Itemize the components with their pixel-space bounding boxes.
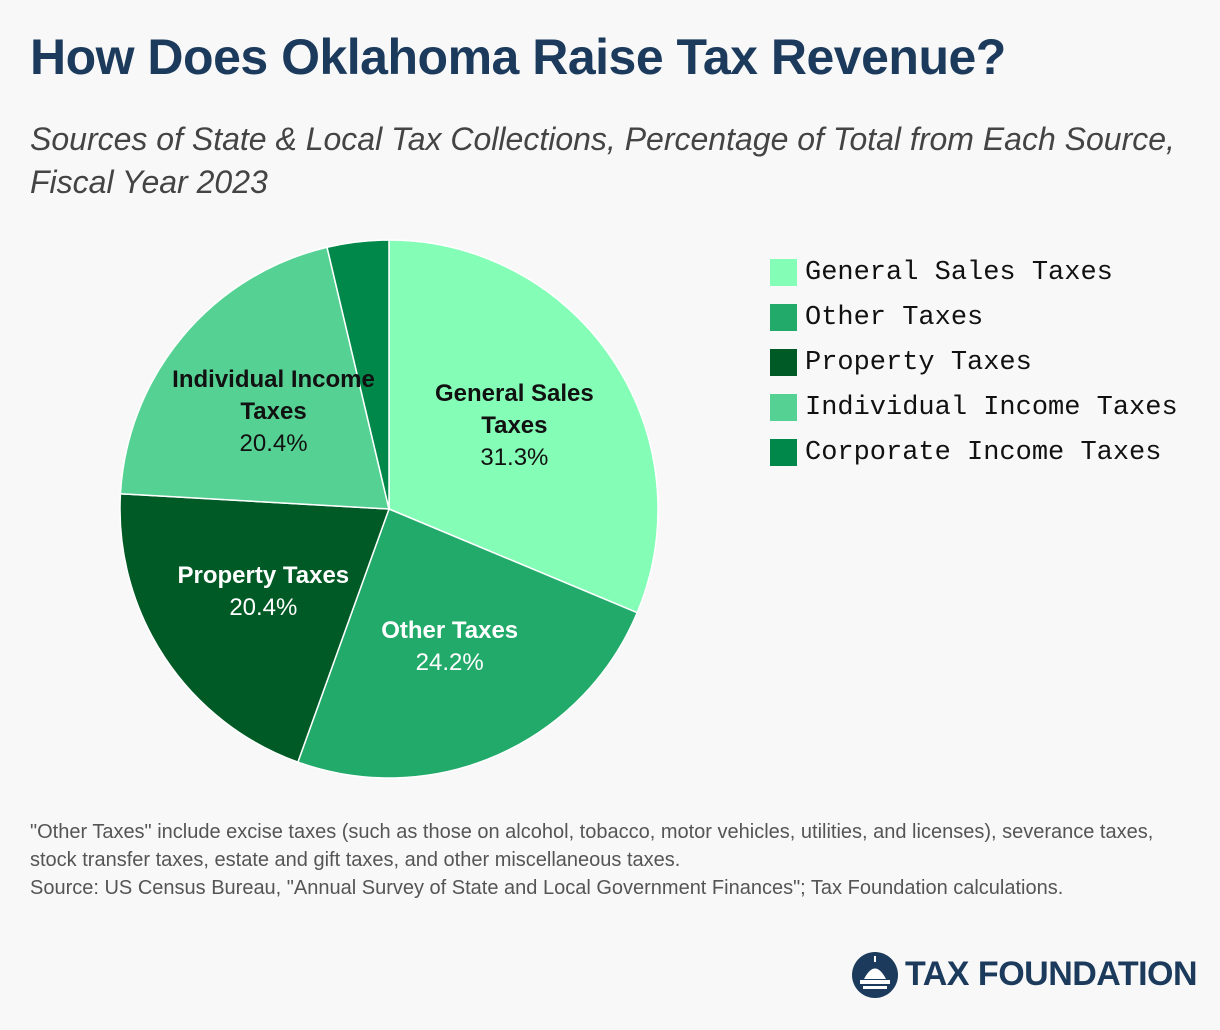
slice — [326, 239, 390, 510]
slice-label: Other Taxes 24.2% — [345, 615, 555, 679]
legend-label: Other Taxes — [805, 302, 984, 333]
slice — [388, 239, 659, 614]
slice-category: Property Taxes — [177, 562, 350, 590]
footer: "Other Taxes" include excise taxes (such… — [30, 818, 1200, 902]
slice-value: 31.3% — [480, 443, 549, 471]
slice-value: 20.4% — [239, 430, 308, 458]
legend-swatch — [770, 349, 797, 376]
legend-label: Individual Income Taxes — [805, 392, 1178, 423]
slice-category: Individual Income Taxes — [172, 366, 375, 426]
source: Source: US Census Bureau, "Annual Survey… — [30, 877, 1064, 899]
legend-label: Corporate Income Taxes — [805, 437, 1162, 468]
legend-item: Property Taxes — [770, 340, 1178, 385]
slice — [119, 246, 390, 510]
legend-label: General Sales Taxes — [805, 257, 1113, 288]
legend-swatch — [770, 439, 797, 466]
slice-value: 24.2% — [415, 648, 484, 676]
legend-swatch — [770, 304, 797, 331]
note: "Other Taxes" include excise taxes (such… — [30, 821, 1154, 871]
slice-category: Other Taxes — [381, 616, 519, 644]
slice-category: General Sales Taxes — [434, 379, 594, 439]
chart-subtitle: Sources of State & Local Tax Collections… — [30, 121, 1175, 200]
legend-item: Other Taxes — [770, 295, 1178, 340]
legend-item: Individual Income Taxes — [770, 385, 1178, 430]
slice — [119, 493, 391, 764]
legend-swatch — [770, 394, 797, 421]
logo-icon — [852, 952, 898, 998]
slice-label: Individual Income Taxes 20.4% — [169, 364, 379, 460]
slice-value: 20.4% — [229, 594, 298, 622]
legend-item: General Sales Taxes — [770, 250, 1178, 295]
chart-title: How Does Oklahoma Raise Tax Revenue? — [30, 29, 1006, 85]
legend-item: Corporate Income Taxes — [770, 430, 1178, 475]
legend-swatch — [770, 259, 797, 286]
slice — [296, 508, 639, 779]
brand: TAX FOUNDATION — [905, 955, 1198, 993]
legend: General Sales Taxes Other Taxes Property T… — [770, 250, 1178, 475]
legend-label: Property Taxes — [805, 347, 1032, 378]
slice-label: General Sales Taxes 31.3% — [409, 378, 619, 474]
slice-label: Property Taxes 20.4% — [158, 560, 368, 624]
